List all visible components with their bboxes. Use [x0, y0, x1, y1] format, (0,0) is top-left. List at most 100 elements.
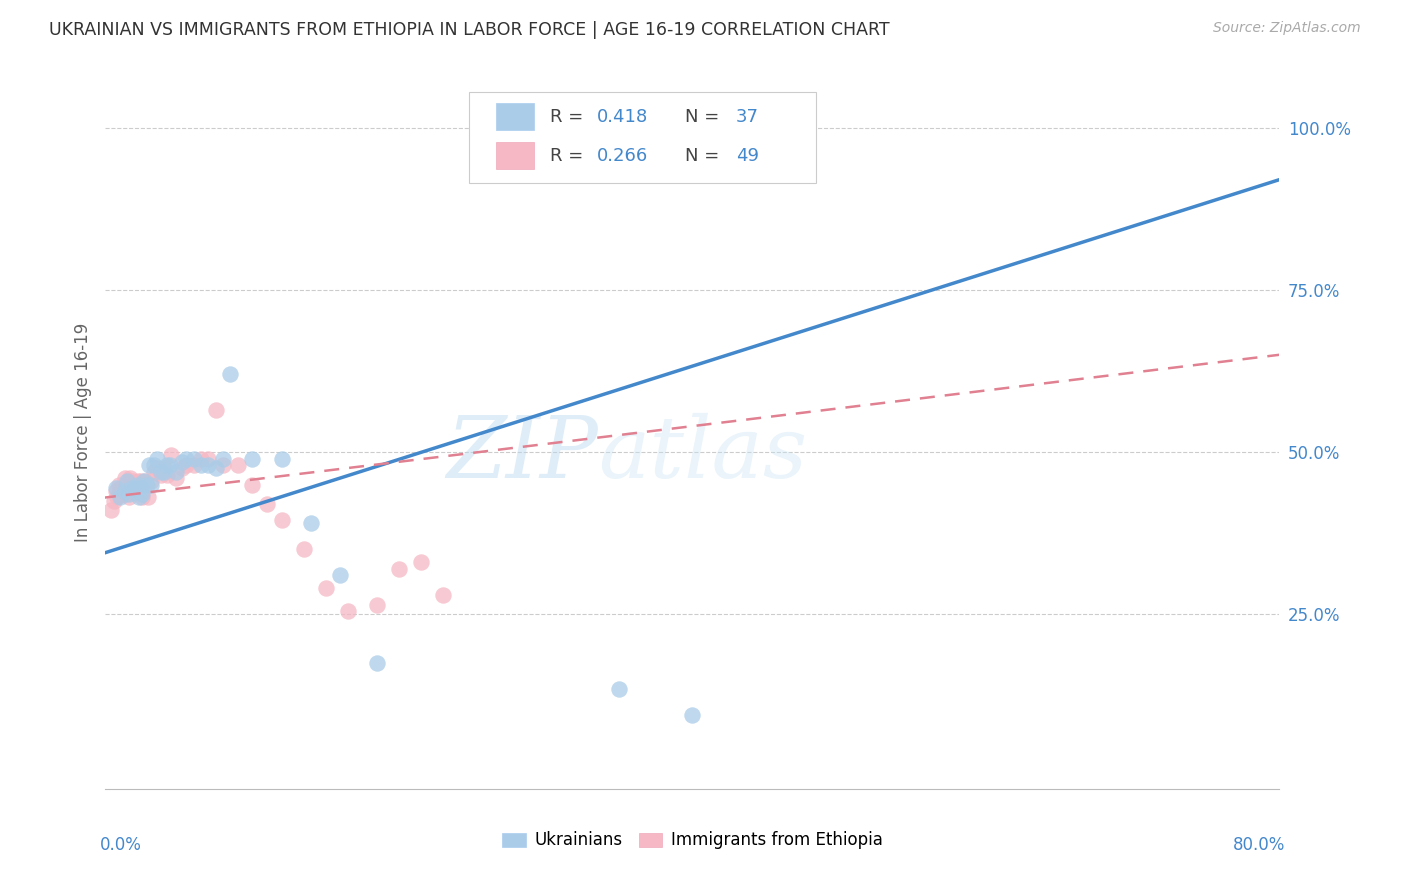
Point [174, 458, 197, 472]
Text: 0.266: 0.266 [598, 146, 648, 165]
Text: ZIP: ZIP [447, 413, 599, 495]
Point [197, 458, 219, 472]
Point [108, 481, 131, 495]
Text: 0.0%: 0.0% [100, 836, 142, 854]
Point [211, 451, 233, 466]
Point [104, 481, 127, 495]
Point [129, 481, 152, 495]
Text: 37: 37 [735, 108, 759, 126]
Point [170, 455, 193, 469]
Point [270, 451, 292, 466]
Point [204, 461, 226, 475]
Point [156, 458, 179, 472]
Point [117, 475, 139, 489]
Point [124, 477, 146, 491]
Point [131, 491, 153, 505]
Bar [496, 103, 534, 130]
Point [142, 458, 165, 472]
Point [170, 461, 193, 475]
Point [190, 451, 212, 466]
Point [139, 475, 162, 489]
Point [409, 555, 432, 569]
Point [128, 491, 150, 505]
Point [226, 458, 249, 472]
Point [131, 487, 153, 501]
Text: N =: N = [685, 108, 725, 126]
Point [197, 451, 219, 466]
Point [135, 477, 157, 491]
Point [114, 483, 136, 498]
Point [124, 481, 146, 495]
Point [120, 471, 142, 485]
Point [240, 451, 263, 466]
Point [366, 598, 388, 612]
Point [204, 403, 226, 417]
Point [388, 562, 411, 576]
Point [299, 516, 322, 531]
Text: 49: 49 [735, 146, 759, 165]
Point [146, 451, 169, 466]
Point [122, 481, 145, 495]
Point [174, 451, 197, 466]
Point [183, 458, 205, 472]
Point [160, 448, 183, 462]
Point [104, 483, 127, 498]
Point [134, 475, 156, 489]
Point [100, 503, 122, 517]
Point [127, 475, 149, 489]
Y-axis label: In Labor Force | Age 16-19: In Labor Force | Age 16-19 [73, 323, 91, 542]
Point [127, 477, 149, 491]
Point [103, 493, 125, 508]
Point [329, 568, 352, 582]
Point [112, 487, 135, 501]
Point [607, 681, 630, 696]
Point [105, 491, 128, 505]
FancyBboxPatch shape [470, 92, 815, 183]
Legend: Ukrainians, Immigrants from Ethiopia: Ukrainians, Immigrants from Ethiopia [496, 825, 889, 856]
Point [270, 513, 292, 527]
Point [114, 471, 136, 485]
Point [165, 465, 187, 479]
Text: Source: ZipAtlas.com: Source: ZipAtlas.com [1213, 21, 1361, 36]
Point [110, 483, 132, 498]
Point [108, 491, 131, 505]
Point [432, 588, 454, 602]
Point [153, 461, 176, 475]
Point [150, 467, 173, 482]
Point [121, 475, 143, 489]
Point [107, 477, 129, 491]
Text: atlas: atlas [599, 413, 807, 495]
Point [146, 461, 169, 475]
Point [138, 458, 160, 472]
Bar [496, 142, 534, 169]
Point [183, 451, 205, 466]
Point [315, 582, 337, 596]
Point [117, 477, 139, 491]
Text: UKRAINIAN VS IMMIGRANTS FROM ETHIOPIA IN LABOR FORCE | AGE 16-19 CORRELATION CHA: UKRAINIAN VS IMMIGRANTS FROM ETHIOPIA IN… [49, 21, 890, 39]
Text: R =: R = [550, 108, 589, 126]
Point [211, 458, 233, 472]
Text: 80.0%: 80.0% [1233, 836, 1285, 854]
Point [115, 487, 138, 501]
Point [219, 368, 242, 382]
Point [118, 487, 141, 501]
Point [153, 465, 176, 479]
Point [190, 458, 212, 472]
Text: 0.418: 0.418 [598, 108, 648, 126]
Point [136, 491, 159, 505]
Text: R =: R = [550, 146, 589, 165]
Point [292, 542, 315, 557]
Point [132, 475, 155, 489]
Point [682, 707, 704, 722]
Point [336, 604, 359, 618]
Point [366, 656, 388, 670]
Point [128, 481, 150, 495]
Text: N =: N = [685, 146, 725, 165]
Point [139, 477, 162, 491]
Point [165, 471, 187, 485]
Point [129, 475, 152, 489]
Point [121, 481, 143, 495]
Point [240, 477, 263, 491]
Point [156, 467, 179, 482]
Point [150, 465, 173, 479]
